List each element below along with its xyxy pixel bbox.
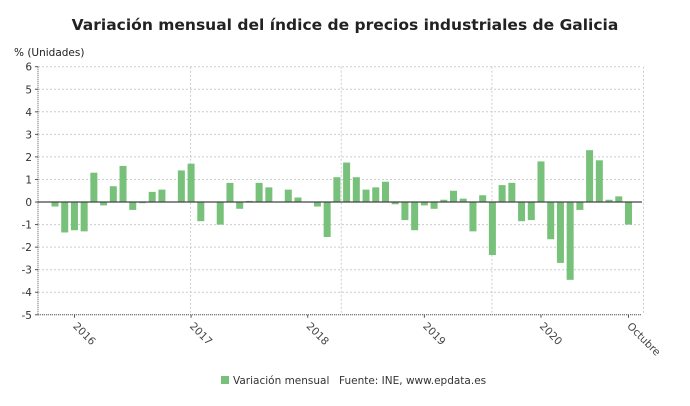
y-tick-label: 3 — [25, 129, 32, 141]
y-tick-label: -1 — [22, 220, 32, 232]
bar-2019-04 — [450, 190, 458, 203]
bar-2018-06 — [352, 177, 360, 203]
bar-2020-05 — [576, 202, 584, 210]
bar-2020-09 — [615, 196, 623, 203]
y-tick-label: -2 — [22, 242, 32, 254]
y-tick-label: -4 — [22, 287, 33, 299]
bar-2016-06 — [119, 165, 127, 203]
bar-2019-03 — [440, 199, 448, 203]
bar-2019-09 — [498, 185, 506, 203]
bar-2019-05 — [459, 198, 467, 203]
bar-2017-06 — [236, 202, 244, 209]
bar-2016-09 — [148, 191, 156, 203]
legend-swatch — [221, 376, 229, 384]
y-tick-label: 5 — [25, 84, 32, 96]
bar-2017-01 — [187, 163, 195, 203]
bar-2020-08 — [605, 199, 613, 203]
bar-2020-02 — [547, 202, 555, 240]
bar-2020-03 — [556, 202, 564, 263]
bar-2018-07 — [362, 189, 370, 203]
bar-2019-11 — [518, 202, 526, 222]
bar-2019-06 — [469, 202, 477, 232]
bar-2017-09 — [265, 187, 273, 203]
bar-2019-07 — [479, 195, 487, 203]
bar-2019-02 — [430, 202, 438, 209]
bar-2018-08 — [372, 187, 380, 203]
bar-2019-08 — [488, 202, 496, 256]
bar-2020-04 — [566, 202, 574, 280]
bar-2016-12 — [177, 170, 185, 203]
bar-2018-11 — [401, 202, 409, 221]
bar-2019-10 — [508, 182, 516, 203]
y-tick-label: 2 — [25, 152, 32, 164]
bar-2018-05 — [343, 162, 351, 203]
bar-2017-11 — [284, 189, 292, 203]
bar-2017-04 — [216, 202, 224, 225]
bar-2018-10 — [391, 202, 399, 205]
bar-2019-12 — [527, 202, 535, 221]
bar-2017-05 — [226, 182, 234, 203]
bar-2017-02 — [197, 202, 205, 222]
gridlines — [38, 66, 645, 316]
bar-2018-03 — [323, 202, 331, 237]
y-tick-label: -3 — [22, 265, 32, 277]
bar-2019-01 — [420, 202, 428, 206]
bar-2016-05 — [109, 186, 117, 203]
bar-2020-01 — [537, 161, 545, 203]
bar-2020-07 — [595, 160, 603, 203]
bar-2016-04 — [100, 202, 108, 206]
bar-2017-12 — [294, 197, 302, 203]
bar-2017-08 — [255, 182, 263, 203]
axes — [37, 66, 642, 316]
bar-2018-02 — [313, 202, 321, 207]
y-tick-label: 6 — [25, 62, 32, 74]
x-tick-label: 2019 — [420, 320, 447, 347]
bar-2018-04 — [333, 177, 341, 203]
y-tick-label: 1 — [25, 174, 32, 186]
bar-2015-12 — [61, 202, 69, 233]
bar-2020-06 — [586, 150, 594, 203]
x-tick-label: 2017 — [187, 320, 214, 347]
bar-2018-09 — [381, 181, 389, 203]
bar-2020-10 — [624, 202, 632, 225]
y-tick-label: 0 — [25, 197, 32, 209]
legend: Variación mensual Fuente: INE, www.epdat… — [221, 375, 486, 387]
bar-2016-01 — [70, 202, 78, 231]
bars — [51, 150, 632, 280]
x-tick-label: 2018 — [304, 320, 331, 347]
x-tick-label: 2016 — [70, 320, 98, 348]
source-note: Fuente: INE, www.epdata.es — [339, 375, 486, 387]
legend-label: Variación mensual — [233, 375, 329, 387]
bar-2015-11 — [51, 202, 59, 207]
y-axis-label: % (Unidades) — [14, 47, 84, 59]
x-tick-label: Octubre — [624, 320, 662, 358]
bar-2018-12 — [411, 202, 419, 231]
x-tick-label: 2020 — [537, 320, 564, 347]
bar-2016-10 — [158, 189, 166, 203]
y-tick-label: 4 — [25, 107, 32, 119]
bar-2016-02 — [80, 202, 88, 232]
bar-2016-03 — [90, 172, 98, 203]
x-axis-ticks: 2016 2017 2018 2019 2020 Octubre — [70, 314, 663, 359]
chart-title: Variación mensual del índice de precios … — [72, 16, 619, 34]
y-tick-label: -5 — [22, 310, 32, 322]
y-axis-ticks: -5 -4 -3 -2 -1 0 1 2 3 4 5 6 — [22, 62, 38, 322]
bar-2016-07 — [129, 202, 137, 210]
